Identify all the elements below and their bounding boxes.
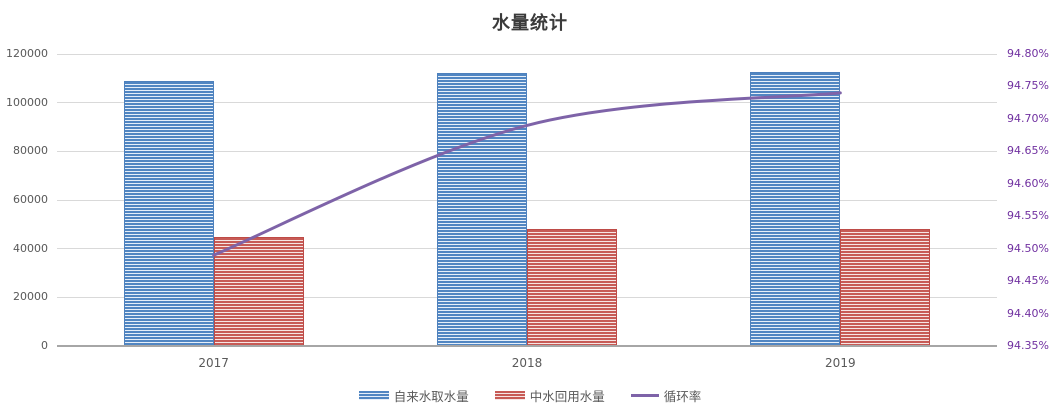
x-axis-label: 2018 (511, 356, 543, 370)
bar-tap-water (750, 71, 841, 346)
y2-axis-label: 94.45% (1007, 274, 1049, 288)
y-axis-label: 80000 (13, 144, 48, 158)
y-axis-label: 60000 (13, 193, 48, 206)
legend-item-circulation-rate[interactable]: 循环率 (630, 386, 702, 405)
y-axis-label: 120000 (6, 47, 48, 60)
legend-bar-marker-icon (494, 390, 525, 400)
legend-line-marker-icon (630, 393, 659, 397)
chart-title: 水量统计 (492, 13, 568, 34)
bar-reclaimed-water (840, 228, 931, 346)
y-axis-label: 20000 (13, 290, 48, 304)
y2-axis-label: 94.50% (1007, 241, 1049, 255)
y-axis-label: 0 (41, 339, 48, 352)
y-axis-label: 40000 (13, 241, 48, 255)
legend: 自来水取水量 中水回用水量 循环率 (0, 384, 1060, 406)
x-axis-label: 2019 (825, 356, 856, 370)
y2-axis-label: 94.75% (1007, 79, 1049, 93)
legend-label: 循环率 (663, 388, 702, 404)
legend-item-tap-water[interactable]: 自来水取水量 (358, 386, 469, 405)
x-axis-line (57, 345, 997, 347)
bar-tap-water (123, 80, 214, 346)
legend-bar-marker-icon (358, 390, 389, 400)
y-axis-label: 100000 (6, 95, 48, 109)
bar-tap-water (437, 73, 527, 346)
gridline (57, 53, 997, 55)
y2-axis-label: 94.40% (1007, 306, 1049, 320)
legend-item-reclaimed-water[interactable]: 中水回用水量 (494, 386, 605, 405)
y2-axis-label: 94.60% (1007, 176, 1049, 190)
y2-axis-label: 94.80% (1007, 47, 1049, 60)
legend-label: 自来水取水量 (393, 388, 469, 404)
x-axis-label: 2017 (198, 356, 229, 370)
y2-axis-label: 94.55% (1007, 209, 1049, 223)
y2-axis-label: 94.65% (1007, 144, 1049, 158)
y2-axis-label: 94.35% (1007, 339, 1049, 352)
bar-reclaimed-water (527, 229, 617, 346)
legend-label: 中水回用水量 (529, 388, 605, 404)
y2-axis-label: 94.70% (1007, 111, 1049, 125)
bar-reclaimed-water (213, 236, 304, 346)
